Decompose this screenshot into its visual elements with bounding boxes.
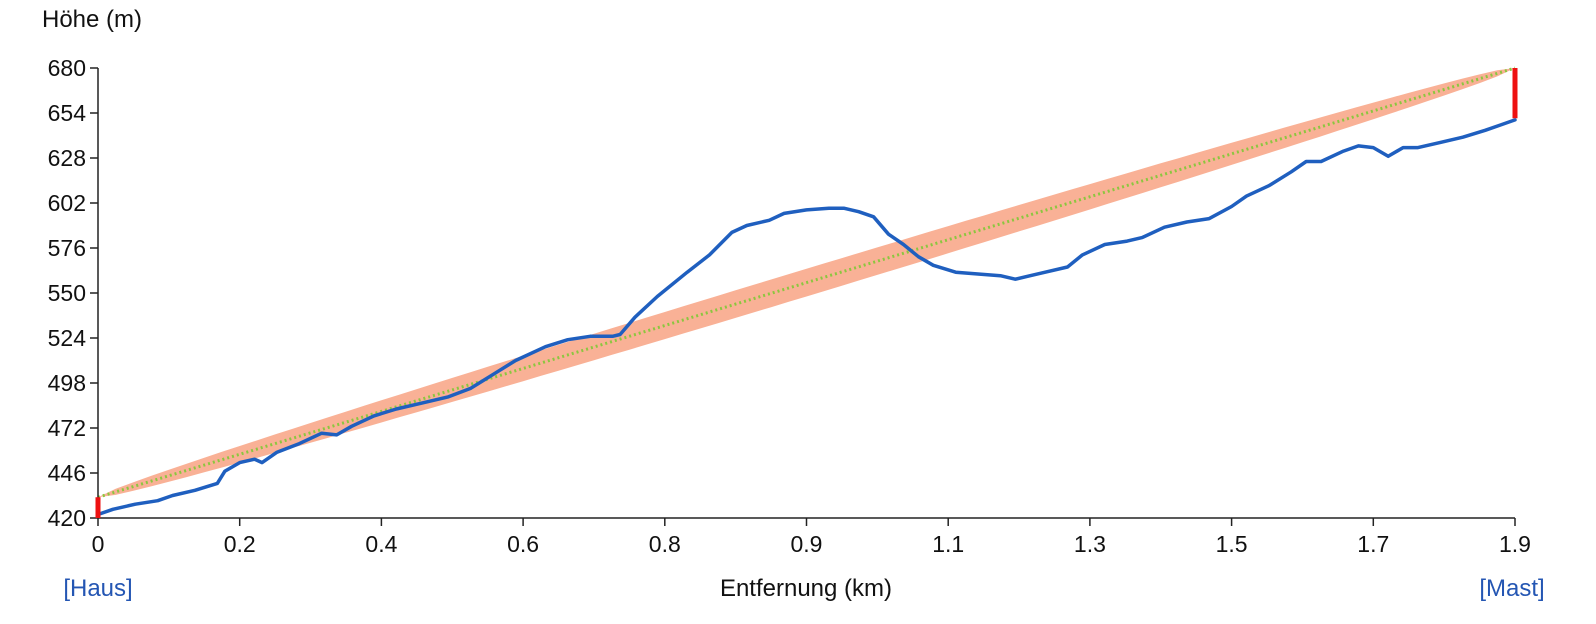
- y-axis-title: Höhe (m): [42, 6, 142, 33]
- x-tick-label: 0.2: [224, 531, 256, 557]
- x-tick-label: 1.9: [1499, 531, 1531, 557]
- y-tick-label: 420: [48, 505, 86, 531]
- x-tick-label: 0.8: [649, 531, 681, 557]
- x-axis-title: Entfernung (km): [720, 575, 892, 602]
- x-tick-label: 0.6: [507, 531, 539, 557]
- x-tick-label: 1.5: [1216, 531, 1248, 557]
- line-of-sight: [97, 66, 1516, 499]
- x-tick-label: 0: [92, 531, 105, 557]
- x-tick-label: 1.7: [1357, 531, 1389, 557]
- y-tick-label: 576: [48, 235, 86, 261]
- y-tick-label: 654: [48, 100, 87, 126]
- y-tick-label: 446: [48, 460, 86, 486]
- axes-layer: 420 446 472 498 524 550 576 602 628 654 680 0 0.2 0.4…: [48, 55, 1531, 557]
- x-tick-label: 0.9: [791, 531, 823, 557]
- y-tick-label: 550: [48, 280, 86, 306]
- line-of-sight-layer: [97, 66, 1516, 499]
- end-station-label[interactable]: [Mast]: [1479, 575, 1544, 602]
- terrain-profile-layer: [96, 118, 1517, 517]
- start-station-label[interactable]: [Haus]: [63, 575, 132, 602]
- y-tick-label: 472: [48, 415, 86, 441]
- antenna-layer: [95, 68, 1518, 518]
- terrain-profile-line: [96, 118, 1517, 517]
- y-tick-label: 680: [48, 55, 86, 81]
- y-tick-label: 524: [48, 325, 87, 351]
- y-tick-label: 498: [48, 370, 86, 396]
- x-tick-label: 0.4: [365, 531, 397, 557]
- y-tick-label: 628: [48, 145, 86, 171]
- y-tick-label: 602: [48, 190, 86, 216]
- x-tick-label: 1.1: [932, 531, 964, 557]
- x-tick-label: 1.3: [1074, 531, 1106, 557]
